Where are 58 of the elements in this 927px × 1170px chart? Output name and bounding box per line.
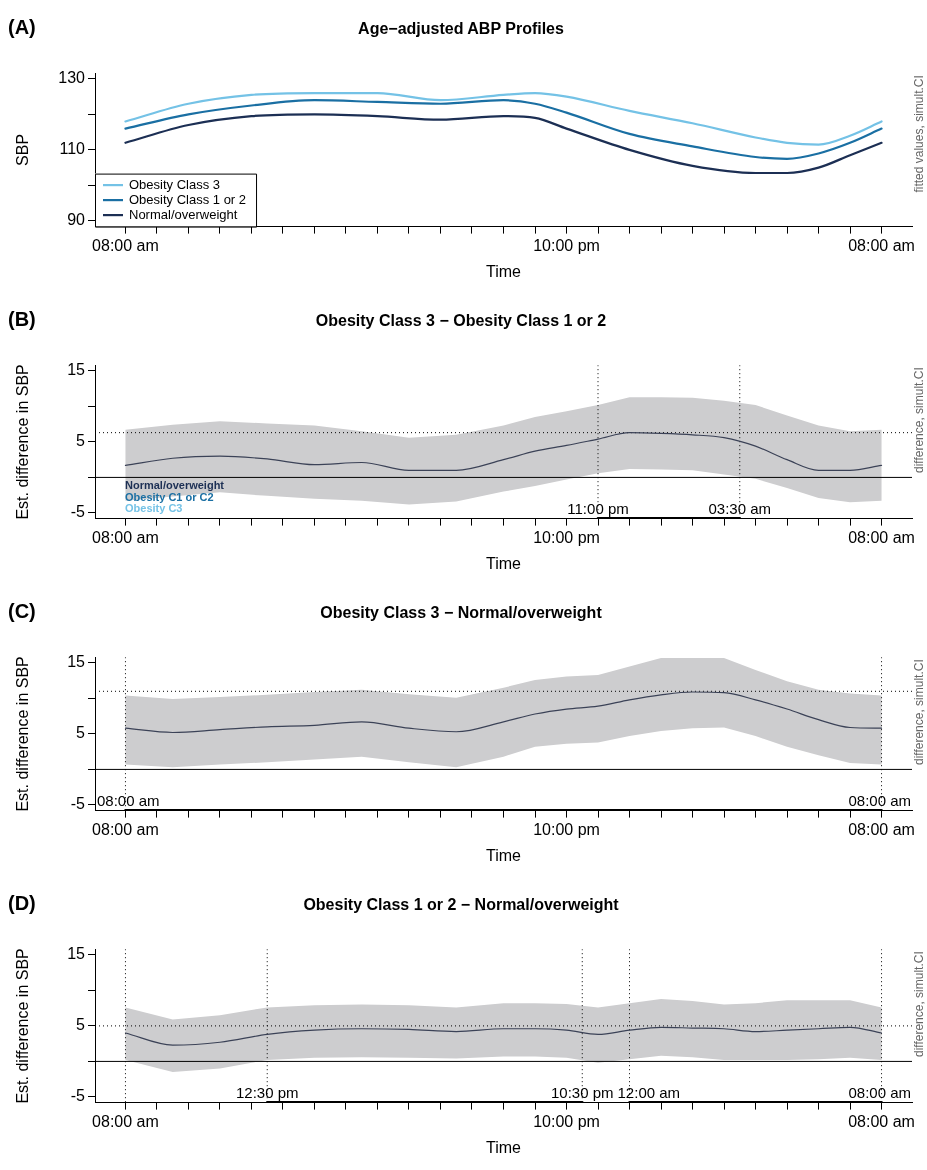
y-tick-label: 5 [76, 724, 86, 742]
ref-line-label: 08:00 am [848, 1083, 912, 1101]
y-tick-label: -5 [70, 1087, 86, 1105]
legend-label: Obesity Class 3 [129, 176, 221, 192]
y-tick-label: 90 [67, 211, 86, 229]
y-tick-label: 15 [67, 361, 86, 379]
x-axis-title: Time [486, 554, 522, 572]
text: (B) [8, 308, 36, 330]
x-tick-label: 08:00 am [92, 528, 159, 546]
x-tick-label: 10:00 pm [533, 528, 600, 546]
x-axis-title: Time [486, 846, 522, 864]
y-tick-label: 5 [76, 1016, 86, 1034]
ref-line-label: 08:00 am [97, 791, 160, 809]
x-tick-label: 08:00 am [848, 236, 915, 254]
x-tick-label: 10:00 pm [533, 820, 600, 838]
chart-title: Obesity Class 3 − Obesity Class 1 or 2 [315, 312, 607, 330]
ref-line-label: 10:30 pm [550, 1083, 614, 1101]
ref-line-label: 12:30 pm [235, 1083, 299, 1101]
x-tick-label: 08:00 am [848, 528, 915, 546]
text: difference, simult.CI [912, 659, 927, 766]
text: (C) [8, 600, 36, 622]
y-axis-title: Est. difference in SBP [14, 364, 32, 520]
y-axis-title: SBP [14, 133, 32, 166]
legend-label: Normal/overweight [129, 206, 238, 222]
text: fitted values, simult.CI [912, 75, 927, 193]
x-axis-title: Time [486, 1138, 522, 1156]
x-tick-label: 08:00 am [92, 1112, 159, 1130]
ref-line-label: 03:30 am [708, 499, 772, 517]
y-tick-label: 110 [59, 140, 86, 158]
x-tick-label: 08:00 am [848, 1112, 915, 1130]
text: difference, simult.CI [912, 367, 927, 474]
y-tick-label: -5 [70, 503, 86, 521]
x-tick-label: 10:00 pm [533, 236, 600, 254]
x-tick-label: 08:00 am [92, 236, 159, 254]
y-tick-label: 15 [67, 945, 86, 963]
text: (D) [8, 892, 36, 914]
x-axis-title: Time [486, 262, 522, 280]
y-tick-label: -5 [70, 795, 86, 813]
text: (A) [8, 16, 36, 38]
annotation: Obesity C1 or C2 [125, 490, 214, 503]
chart-title: Obesity Class 1 or 2 − Normal/overweight [303, 896, 620, 914]
chart-title: Age−adjusted ABP Profiles [358, 20, 565, 38]
ref-line-label: 11:00 pm [567, 499, 629, 517]
text: difference, simult.CI [912, 951, 927, 1058]
ref-line-label: 12:00 am [617, 1083, 681, 1101]
y-axis-title: Est. difference in SBP [14, 656, 32, 812]
annotation: Normal/overweight [125, 479, 225, 492]
y-tick-label: 15 [67, 653, 86, 671]
chart-title: Obesity Class 3 − Normal/overweight [320, 604, 603, 622]
legend-label: Obesity Class 1 or 2 [129, 191, 247, 207]
x-tick-label: 10:00 pm [533, 1112, 600, 1130]
ref-line-label: 08:00 am [848, 791, 912, 809]
y-tick-label: 130 [58, 69, 86, 87]
annotation: Obesity C3 [125, 502, 183, 515]
x-tick-label: 08:00 am [92, 820, 159, 838]
y-axis-title: Est. difference in SBP [14, 948, 32, 1104]
y-tick-label: 5 [76, 432, 86, 450]
x-tick-label: 08:00 am [848, 820, 915, 838]
